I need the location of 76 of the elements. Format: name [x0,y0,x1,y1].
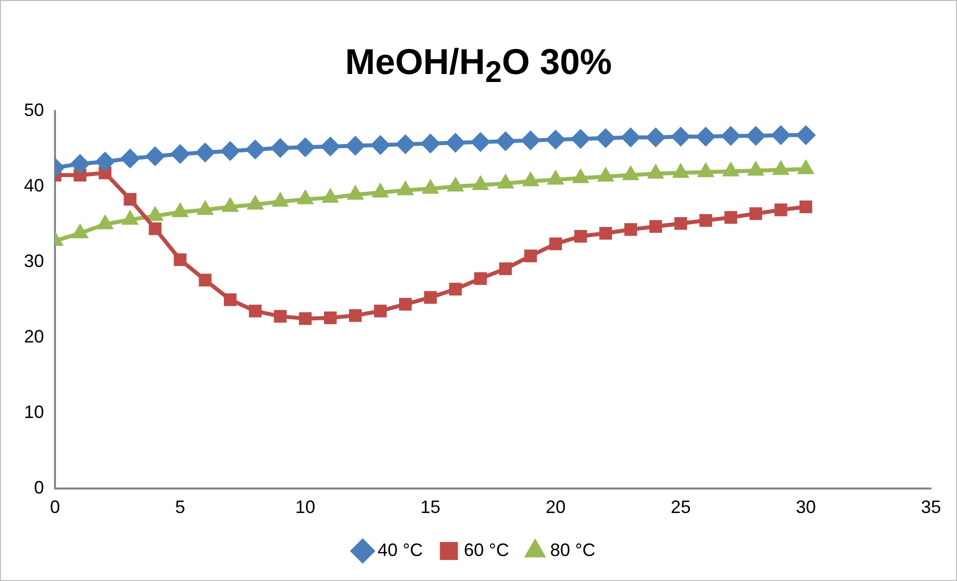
point [696,126,716,147]
point [749,207,762,220]
x-tick-label: 5 [175,497,186,518]
point [224,293,237,306]
point [674,217,688,230]
point [274,310,287,323]
point [649,220,662,233]
point [470,132,490,152]
point [124,192,136,206]
point [570,128,591,149]
point [596,128,616,148]
x-tick-label: 20 [546,497,566,518]
x-tick-label: 15 [420,497,440,518]
point [399,298,412,311]
point [170,144,190,164]
point [670,126,691,147]
y-tick-label: 0 [34,477,44,498]
point [298,312,312,325]
point [699,214,712,227]
x-tick-label: 35 [920,497,942,518]
point [348,309,362,322]
point [496,131,516,152]
y-tick-label: 10 [24,402,44,422]
y-tick-label: 20 [24,326,44,346]
point [620,127,641,148]
point [549,237,562,250]
point [70,154,90,174]
point [774,204,788,216]
y-tick-label: 40 [24,175,44,196]
point [799,200,812,214]
point [395,134,416,154]
point [145,146,166,166]
point [720,126,741,146]
point [198,274,212,286]
point [546,130,566,150]
point [499,262,512,276]
point [724,211,738,224]
point [624,223,638,236]
point [646,127,666,148]
point [345,136,366,156]
y-tick-label: 50 [24,100,44,120]
chart-title: MeOH/H$_{2}$O 30% [344,41,613,90]
point [220,141,240,162]
point [120,148,140,169]
x-tick-label: 30 [796,497,816,518]
point [445,132,466,153]
legend-label: 40 °C [378,540,423,560]
point [245,139,266,160]
point [770,125,791,146]
point [195,142,216,163]
x-tick-label: 25 [670,497,691,518]
point [796,125,816,146]
x-tick-label: 0 [50,497,60,518]
point [148,222,162,236]
point [174,253,187,266]
y-tick-label: 30 [24,250,44,271]
point [270,138,290,158]
point [449,282,462,296]
point [599,226,612,240]
legend-label: 60 °C [464,540,510,560]
point [320,136,340,156]
point [374,304,387,318]
point [248,304,262,318]
point [95,152,116,172]
point [474,272,487,285]
point [370,134,390,155]
legend-label: 80 °C [550,540,596,560]
point [520,130,541,150]
point [324,311,337,324]
point [574,230,587,243]
point [524,250,537,262]
point [420,133,440,154]
x-tick-label: 10 [295,497,316,518]
point [424,291,437,304]
point [746,126,766,146]
point [295,137,316,158]
